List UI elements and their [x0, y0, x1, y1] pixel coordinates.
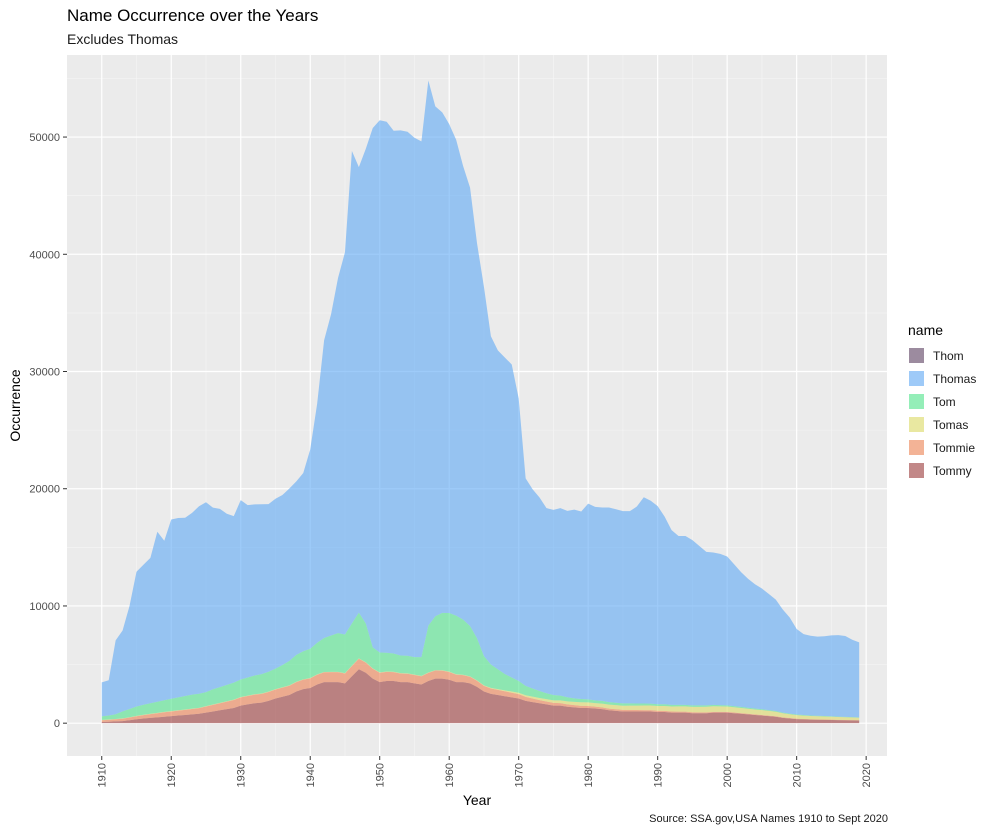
- legend-item-thomas: Thomas: [908, 367, 976, 390]
- legend-key-tommy: [908, 462, 925, 479]
- legend: name Thom Thomas Tom Tomas Tommie Tommy: [908, 322, 976, 482]
- area-tommy: [101, 669, 860, 724]
- y-axis-label: Occurrence: [7, 369, 23, 442]
- legend-item-tommy: Tommy: [908, 459, 976, 482]
- y-tick-label: 50000: [29, 132, 60, 144]
- chart-caption: Source: SSA.gov,USA Names 1910 to Sept 2…: [649, 813, 888, 825]
- y-tick-label: 20000: [29, 484, 60, 496]
- chart-subtitle: Excludes Thomas: [67, 31, 179, 47]
- legend-key-tomas: [908, 416, 925, 433]
- legend-label-tom: Tom: [933, 394, 956, 409]
- y-tick-label: 40000: [29, 249, 60, 261]
- x-tick-label: 1950: [375, 763, 387, 787]
- x-tick-label: 1970: [514, 763, 526, 787]
- x-tick-label: 2000: [722, 763, 734, 787]
- chart-title: Name Occurrence over the Years: [67, 6, 319, 25]
- area-thomas: [101, 80, 860, 718]
- x-tick-label: 1980: [583, 763, 595, 787]
- x-tick-label: 2020: [861, 763, 873, 787]
- x-tick-label: 1960: [444, 763, 456, 787]
- legend-key-tommie: [908, 439, 925, 456]
- legend-key-thomas: [908, 370, 925, 387]
- y-tick-label: 30000: [29, 367, 60, 379]
- x-tick-label: 1990: [653, 763, 665, 787]
- y-tick-label: 0: [54, 718, 60, 730]
- legend-label-tomas: Tomas: [933, 417, 969, 432]
- x-tick-label: 1920: [166, 763, 178, 787]
- y-tick-label: 10000: [29, 601, 60, 613]
- legend-label-tommy: Tommy: [933, 463, 972, 478]
- x-axis-label: Year: [463, 792, 492, 808]
- legend-item-tommie: Tommie: [908, 436, 976, 459]
- legend-key-thom: [908, 347, 925, 364]
- legend-item-tomas: Tomas: [908, 413, 976, 436]
- x-tick-label: 1940: [305, 763, 317, 787]
- legend-label-thomas: Thomas: [933, 371, 977, 386]
- area-tomas: [101, 658, 860, 721]
- x-tick-label: 1930: [236, 763, 248, 787]
- area-tom: [101, 612, 860, 720]
- x-tick-label: 2010: [792, 763, 804, 787]
- legend-item-thom: Thom: [908, 344, 976, 367]
- legend-title: name: [908, 322, 944, 338]
- x-tick-label: 1910: [97, 763, 109, 787]
- legend-item-tom: Tom: [908, 390, 976, 413]
- legend-key-tom: [908, 393, 925, 410]
- legend-label-thom: Thom: [933, 348, 964, 363]
- legend-label-tommie: Tommie: [933, 440, 976, 455]
